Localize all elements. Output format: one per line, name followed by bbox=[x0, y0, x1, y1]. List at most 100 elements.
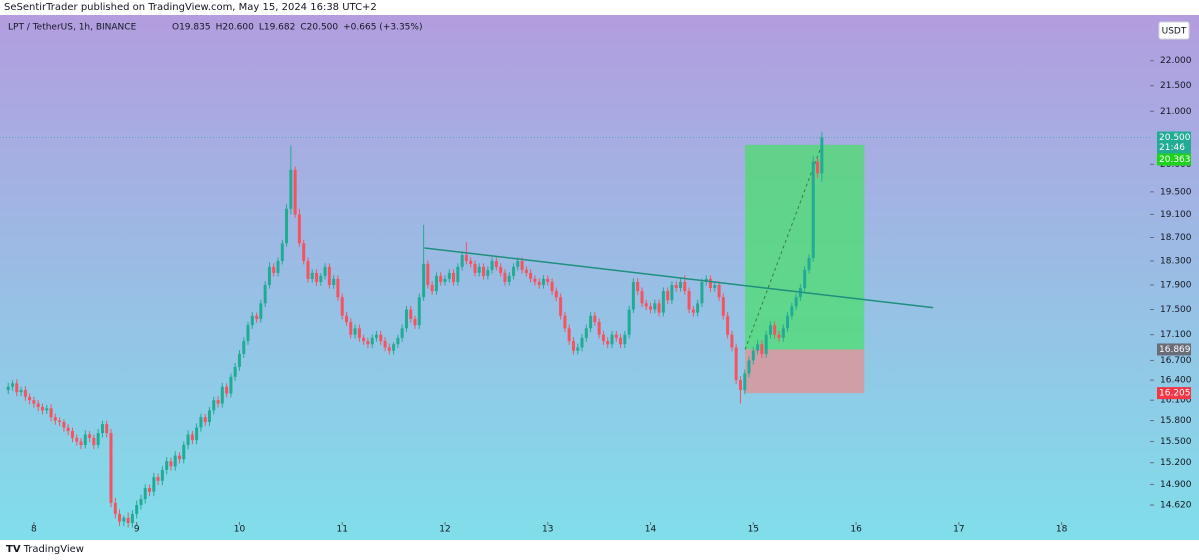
y-tick-label: 15.500 bbox=[1160, 437, 1192, 447]
currency-box[interactable] bbox=[1158, 21, 1190, 40]
candle-body bbox=[323, 266, 327, 276]
x-tick-label: 10 bbox=[234, 525, 246, 535]
candle-body bbox=[387, 347, 391, 351]
candle-body bbox=[79, 441, 83, 445]
candle-body bbox=[75, 437, 79, 442]
candle-body bbox=[182, 444, 186, 460]
candle-body bbox=[430, 284, 434, 292]
candle-body bbox=[721, 297, 725, 316]
candle-body bbox=[426, 263, 430, 285]
y-tick-label: 17.900 bbox=[1160, 280, 1192, 290]
candle-body bbox=[820, 137, 824, 174]
candle-body bbox=[653, 303, 657, 310]
candle-body bbox=[353, 328, 357, 335]
candle-body bbox=[687, 291, 691, 310]
candle-body bbox=[477, 266, 481, 273]
candle-body bbox=[516, 260, 520, 267]
candle-body bbox=[332, 278, 336, 285]
candle-body bbox=[113, 502, 117, 514]
y-tick-label: 22.000 bbox=[1160, 56, 1192, 66]
price-label-box bbox=[1157, 131, 1191, 154]
candle-body bbox=[503, 272, 507, 282]
candle-body bbox=[165, 461, 169, 470]
y-tick-label: 18.300 bbox=[1160, 256, 1192, 266]
currency-label[interactable]: USDT bbox=[1162, 27, 1187, 37]
plot bbox=[0, 132, 1150, 528]
candle-body bbox=[178, 455, 182, 460]
candle-body bbox=[708, 278, 712, 289]
candle-body bbox=[743, 373, 747, 391]
candle-body bbox=[541, 278, 545, 285]
x-tick-label: 16 bbox=[850, 525, 862, 535]
candle-body bbox=[786, 315, 790, 329]
candle-body bbox=[259, 303, 263, 319]
candle-body bbox=[186, 434, 190, 445]
candle-body bbox=[417, 297, 421, 326]
candle-body bbox=[207, 410, 211, 423]
candle-body bbox=[794, 297, 798, 307]
x-tick-label: 17 bbox=[953, 525, 964, 535]
candle-body bbox=[135, 505, 139, 514]
candle-body bbox=[670, 284, 674, 301]
candle-body bbox=[83, 434, 87, 445]
candle-body bbox=[148, 488, 152, 492]
x-tick-label: 12 bbox=[439, 525, 450, 535]
candle-body bbox=[280, 243, 284, 261]
candle-body bbox=[460, 255, 464, 267]
candle-body bbox=[173, 455, 177, 467]
candle-body bbox=[152, 477, 156, 492]
x-tick-label: 18 bbox=[1056, 525, 1068, 535]
candle-body bbox=[661, 291, 665, 313]
candle-body bbox=[366, 341, 370, 345]
candle-body bbox=[507, 275, 511, 282]
candle-body bbox=[606, 341, 610, 345]
candle-body bbox=[216, 400, 220, 404]
price-label-box bbox=[1157, 343, 1191, 356]
candle-body bbox=[370, 337, 374, 345]
candle-body bbox=[92, 437, 96, 445]
candle-body bbox=[520, 260, 524, 270]
candle-body bbox=[53, 417, 57, 421]
candle-body bbox=[250, 315, 254, 326]
candle-body bbox=[169, 461, 173, 467]
candle-body bbox=[190, 434, 194, 441]
candle-body bbox=[32, 400, 36, 404]
candle-body bbox=[6, 386, 10, 391]
candle-body bbox=[679, 281, 683, 289]
candle-body bbox=[456, 266, 460, 282]
candle-body bbox=[593, 315, 597, 323]
position-path bbox=[744, 144, 823, 350]
y-tick-label: 16.100 bbox=[1160, 396, 1192, 406]
candle-body bbox=[105, 424, 109, 434]
candle-body bbox=[45, 408, 49, 411]
candle-body bbox=[691, 309, 695, 313]
candle-body bbox=[623, 334, 627, 345]
candle-body bbox=[404, 309, 408, 329]
chart-area: 22.00021.50021.00020.00019.50019.10018.7… bbox=[0, 15, 1199, 540]
candle-body bbox=[306, 260, 310, 279]
candle-body bbox=[160, 469, 164, 481]
candle-body bbox=[203, 417, 207, 423]
y-tick-label: 18.700 bbox=[1160, 233, 1192, 243]
candle-body bbox=[447, 272, 451, 279]
candle-body bbox=[156, 477, 160, 481]
candle-body bbox=[374, 334, 378, 338]
candle-body bbox=[319, 275, 323, 282]
candle-body bbox=[199, 417, 203, 428]
candle-body bbox=[790, 306, 794, 316]
candle-body bbox=[700, 281, 704, 304]
candle-body bbox=[340, 297, 344, 316]
candle-body bbox=[70, 431, 74, 438]
chart: 22.00021.50021.00020.00019.50019.10018.7… bbox=[0, 21, 1192, 535]
candle-body bbox=[220, 386, 224, 404]
candle-body bbox=[486, 269, 490, 276]
x-tick-label: 14 bbox=[645, 525, 657, 535]
candle-body bbox=[400, 328, 404, 338]
candle-body bbox=[717, 284, 721, 298]
candle-body bbox=[439, 275, 443, 282]
candle-body bbox=[747, 360, 751, 374]
candle-body bbox=[533, 278, 537, 282]
candle-body bbox=[327, 266, 331, 285]
candle-body bbox=[246, 325, 250, 342]
candle-body bbox=[122, 517, 126, 522]
